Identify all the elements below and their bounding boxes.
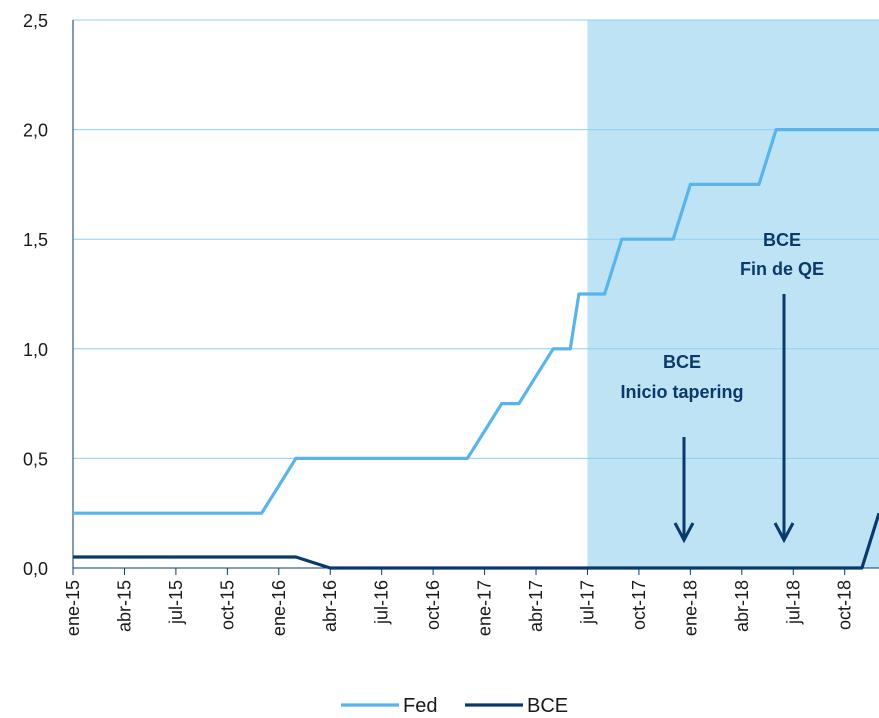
legend-label-bce: BCE [527, 695, 568, 717]
shaded-region [587, 20, 879, 568]
y-tick-label: 2,0 [23, 121, 48, 141]
series-lines [73, 128, 879, 570]
y-tick-label: 1,5 [23, 230, 48, 250]
y-tick-label: 2,5 [23, 11, 48, 31]
series-line-bce [73, 512, 879, 570]
x-tick-label: abr-17 [526, 580, 546, 632]
y-tick-label: 0,0 [23, 559, 48, 579]
x-tick-labels: ene-15 abr-15 jul-15 oct-15 ene-16 abr-16 jul-… [63, 580, 855, 636]
x-tick-label: oct-18 [835, 580, 855, 630]
y-tick-label: 0,5 [23, 449, 48, 469]
x-tick-label: abr-15 [114, 580, 134, 632]
shaded-region-layer [587, 20, 879, 568]
x-tick-label: ene-17 [475, 580, 495, 636]
legend-label-fed: Fed [403, 695, 437, 717]
x-tick-label: ene-18 [680, 580, 700, 636]
gridlines [73, 19, 879, 459]
annotation-line1: BCE [663, 352, 701, 372]
x-tick-label: ene-16 [269, 580, 289, 636]
x-tick-label: oct-15 [217, 580, 237, 630]
annotation-arrow-head [773, 522, 795, 544]
series-line-fed [73, 128, 879, 515]
x-tick-label: oct-17 [629, 580, 649, 630]
annotation-arrow-head [673, 522, 695, 544]
x-tick-label: oct-16 [423, 580, 443, 630]
annotation-line1: BCE [763, 230, 801, 250]
annotation-line2: Inicio tapering [620, 382, 743, 402]
annotations: BCE Inicio tapering BCE Fin de QE [620, 230, 824, 544]
x-tick-label: ene-15 [63, 580, 83, 636]
x-tick-label: jul-16 [372, 580, 392, 625]
x-tick-label: abr-16 [320, 580, 340, 632]
annotation-line2: Fin de QE [740, 259, 824, 279]
y-tick-labels: 0,0 0,5 1,0 1,5 2,0 2,5 [23, 11, 48, 579]
y-tick-label: 1,0 [23, 340, 48, 360]
x-tick-label: jul-17 [577, 580, 597, 625]
x-tick-label: abr-18 [732, 580, 752, 632]
x-tick-label: jul-18 [783, 580, 803, 625]
x-tick-label: jul-15 [166, 580, 186, 625]
legend: Fed BCE [341, 695, 568, 717]
